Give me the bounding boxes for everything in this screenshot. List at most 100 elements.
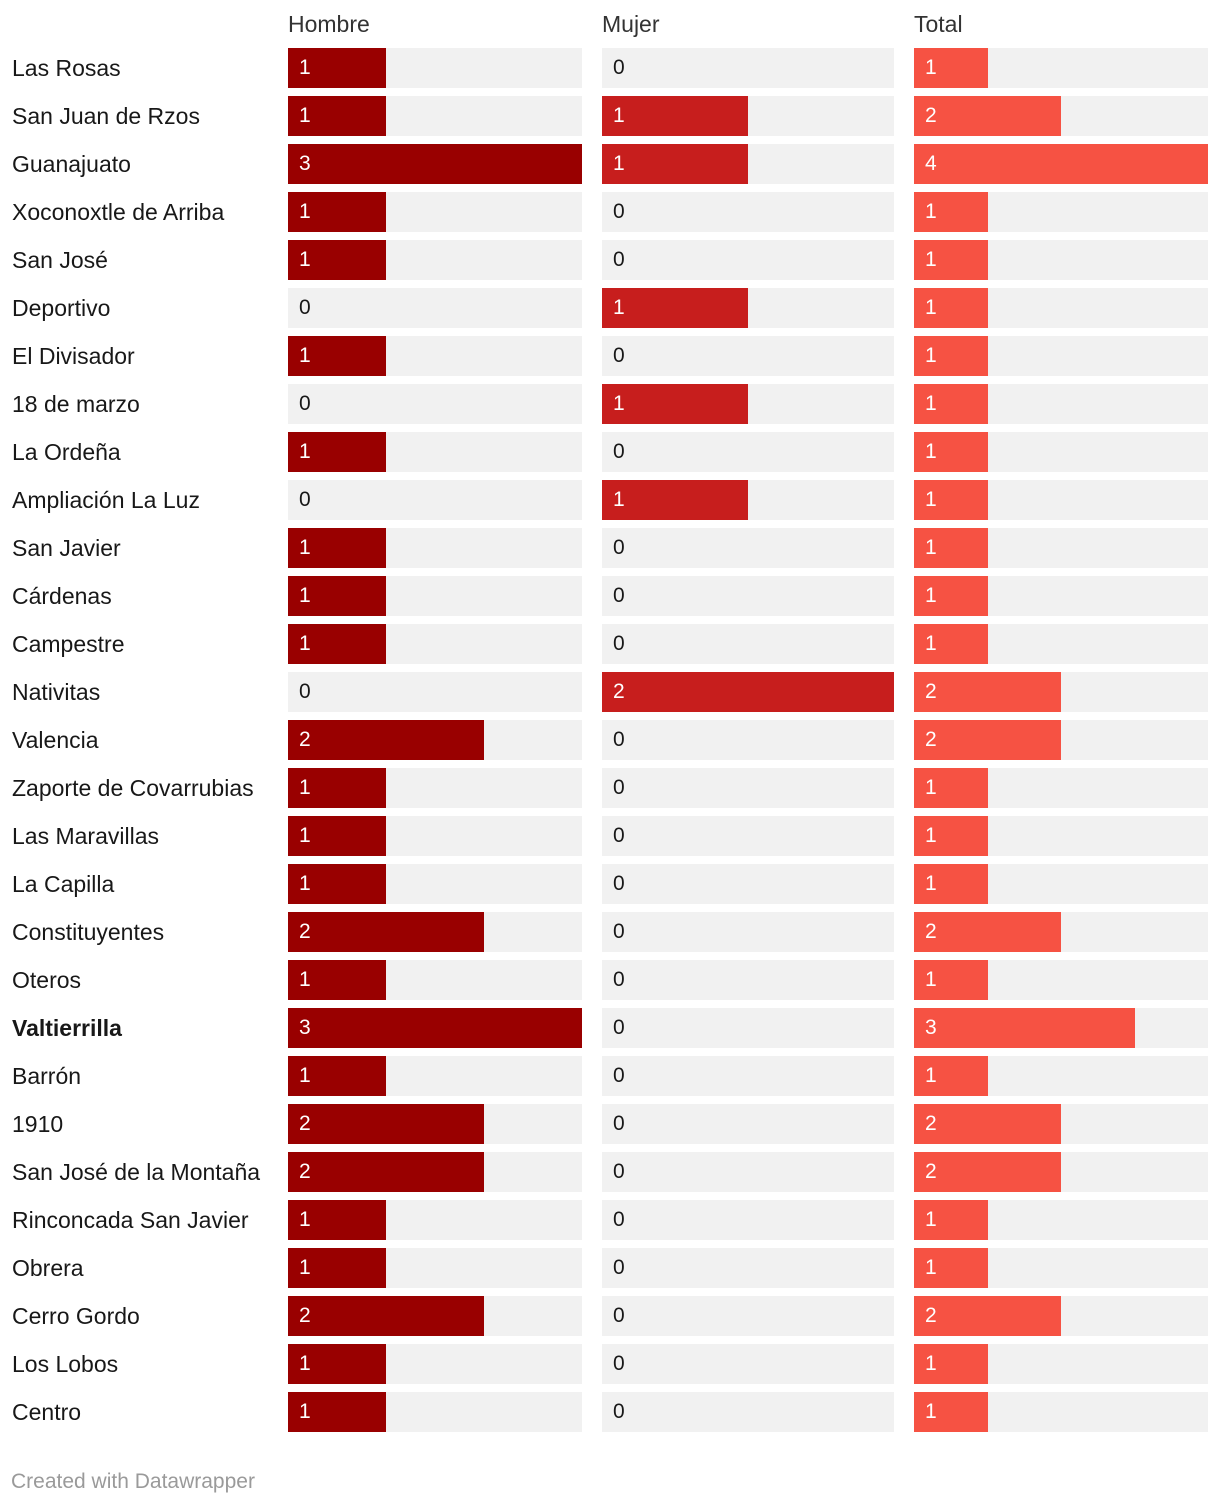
bar-total[interactable] bbox=[914, 720, 1061, 760]
bar-hombre[interactable] bbox=[288, 1392, 386, 1432]
bar-track-total: 1 bbox=[914, 480, 1208, 520]
row-label: Nativitas bbox=[12, 679, 101, 705]
bar-hombre[interactable] bbox=[288, 1104, 484, 1144]
bar-total[interactable] bbox=[914, 960, 988, 1000]
row-label: San Juan de Rzos bbox=[12, 103, 200, 129]
bar-track-total: 2 bbox=[914, 1296, 1208, 1336]
value-label-total: 1 bbox=[925, 1208, 937, 1231]
bar-total[interactable] bbox=[914, 576, 988, 616]
bar-mujer[interactable] bbox=[602, 672, 894, 712]
bar-hombre[interactable] bbox=[288, 240, 386, 280]
bar-hombre[interactable] bbox=[288, 144, 582, 184]
value-label-hombre: 3 bbox=[299, 152, 311, 175]
bar-hombre[interactable] bbox=[288, 720, 484, 760]
value-label-total: 1 bbox=[925, 488, 937, 511]
bar-hombre[interactable] bbox=[288, 1200, 386, 1240]
value-label-mujer: 0 bbox=[613, 1352, 625, 1375]
value-label-total: 2 bbox=[925, 728, 937, 751]
value-label-hombre: 0 bbox=[299, 488, 311, 511]
row-label: 1910 bbox=[12, 1111, 64, 1137]
bar-track-total: 1 bbox=[914, 432, 1208, 472]
bar-hombre[interactable] bbox=[288, 528, 386, 568]
bar-total[interactable] bbox=[914, 1392, 988, 1432]
bar-total[interactable] bbox=[914, 1056, 988, 1096]
bar-total[interactable] bbox=[914, 864, 988, 904]
row-label: Deportivo bbox=[12, 295, 111, 321]
bar-mujer[interactable] bbox=[602, 384, 748, 424]
bar-total[interactable] bbox=[914, 1296, 1061, 1336]
bar-mujer[interactable] bbox=[602, 144, 748, 184]
bar-total[interactable] bbox=[914, 1344, 988, 1384]
bar-total[interactable] bbox=[914, 144, 1208, 184]
bar-total[interactable] bbox=[914, 768, 988, 808]
bar-hombre[interactable] bbox=[288, 960, 386, 1000]
bar-total[interactable] bbox=[914, 96, 1061, 136]
value-label-mujer: 0 bbox=[613, 968, 625, 991]
value-label-mujer: 0 bbox=[613, 920, 625, 943]
bar-track-hombre: 1 bbox=[288, 576, 582, 616]
bar-hombre[interactable] bbox=[288, 48, 386, 88]
bar-hombre[interactable] bbox=[288, 1296, 484, 1336]
bar-total[interactable] bbox=[914, 528, 988, 568]
bar-hombre[interactable] bbox=[288, 96, 386, 136]
bar-hombre[interactable] bbox=[288, 864, 386, 904]
bar-total[interactable] bbox=[914, 624, 988, 664]
bar-total[interactable] bbox=[914, 1104, 1061, 1144]
bar-hombre[interactable] bbox=[288, 1008, 582, 1048]
bar-total[interactable] bbox=[914, 1200, 988, 1240]
bar-hombre[interactable] bbox=[288, 192, 386, 232]
bar-hombre[interactable] bbox=[288, 576, 386, 616]
bar-hombre[interactable] bbox=[288, 768, 386, 808]
bar-track-hombre: 1 bbox=[288, 240, 582, 280]
bar-total[interactable] bbox=[914, 240, 988, 280]
bar-total[interactable] bbox=[914, 816, 988, 856]
bar-total[interactable] bbox=[914, 1248, 988, 1288]
value-label-mujer: 0 bbox=[613, 1160, 625, 1183]
value-label-total: 1 bbox=[925, 248, 937, 271]
row-label: Xoconoxtle de Arriba bbox=[12, 199, 225, 225]
footer-credit[interactable]: Created with Datawrapper bbox=[11, 1470, 255, 1493]
value-label-total: 1 bbox=[925, 1400, 937, 1423]
bar-total[interactable] bbox=[914, 480, 988, 520]
bar-hombre[interactable] bbox=[288, 1056, 386, 1096]
bar-track-mujer: 0 bbox=[602, 864, 894, 904]
bar-total[interactable] bbox=[914, 1008, 1135, 1048]
bar-track-total: 1 bbox=[914, 384, 1208, 424]
bar-total[interactable] bbox=[914, 48, 988, 88]
bar-total[interactable] bbox=[914, 432, 988, 472]
value-label-hombre: 2 bbox=[299, 728, 311, 751]
bar-total[interactable] bbox=[914, 1152, 1061, 1192]
bar-hombre[interactable] bbox=[288, 1152, 484, 1192]
bar-hombre[interactable] bbox=[288, 912, 484, 952]
bar-track-total: 2 bbox=[914, 1104, 1208, 1144]
value-label-mujer: 0 bbox=[613, 1016, 625, 1039]
bar-total[interactable] bbox=[914, 288, 988, 328]
bar-track-mujer: 0 bbox=[602, 240, 894, 280]
row-label: El Divisador bbox=[12, 343, 135, 369]
row-label: Oteros bbox=[12, 967, 82, 993]
bar-total[interactable] bbox=[914, 336, 988, 376]
bar-hombre[interactable] bbox=[288, 816, 386, 856]
bar-track-mujer: 0 bbox=[602, 1392, 894, 1432]
bar-mujer[interactable] bbox=[602, 288, 748, 328]
bar-track-mujer: 0 bbox=[602, 432, 894, 472]
bar-hombre[interactable] bbox=[288, 1344, 386, 1384]
value-label-hombre: 0 bbox=[299, 296, 311, 319]
bar-mujer[interactable] bbox=[602, 480, 748, 520]
value-label-mujer: 0 bbox=[613, 1208, 625, 1231]
bar-hombre[interactable] bbox=[288, 336, 386, 376]
bar-hombre[interactable] bbox=[288, 624, 386, 664]
bar-total[interactable] bbox=[914, 384, 988, 424]
row-label: Las Maravillas bbox=[12, 823, 159, 849]
bar-total[interactable] bbox=[914, 912, 1061, 952]
bar-track-mujer: 0 bbox=[602, 960, 894, 1000]
row-label: Zaporte de Covarrubias bbox=[12, 775, 254, 801]
bar-hombre[interactable] bbox=[288, 1248, 386, 1288]
bar-total[interactable] bbox=[914, 672, 1061, 712]
bar-mujer[interactable] bbox=[602, 96, 748, 136]
row-label: San Javier bbox=[12, 535, 121, 561]
bar-track-mujer: 1 bbox=[602, 480, 894, 520]
value-label-total: 1 bbox=[925, 968, 937, 991]
bar-total[interactable] bbox=[914, 192, 988, 232]
bar-hombre[interactable] bbox=[288, 432, 386, 472]
